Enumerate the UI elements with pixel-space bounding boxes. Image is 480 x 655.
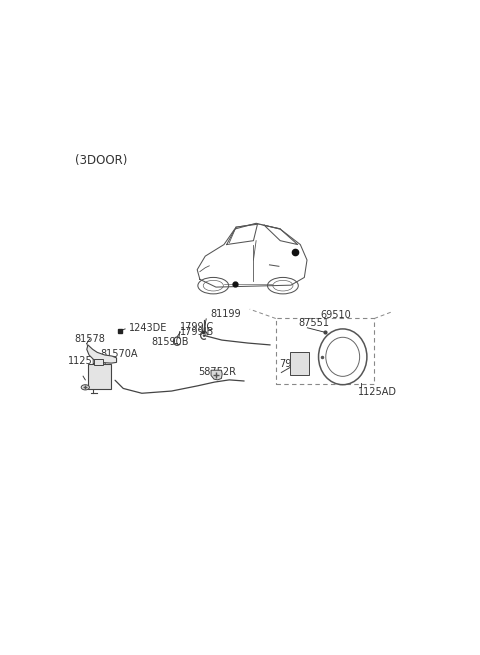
Text: 81199: 81199 xyxy=(211,309,241,319)
Polygon shape xyxy=(87,345,117,363)
Text: 1799JC: 1799JC xyxy=(180,322,214,332)
Polygon shape xyxy=(211,370,222,380)
Text: 69510: 69510 xyxy=(321,310,351,320)
Text: 58752R: 58752R xyxy=(198,367,236,377)
Text: 79552: 79552 xyxy=(279,359,311,369)
Text: 81578: 81578 xyxy=(74,334,105,344)
FancyBboxPatch shape xyxy=(94,360,103,365)
Text: 87551: 87551 xyxy=(298,318,329,328)
FancyBboxPatch shape xyxy=(88,364,111,389)
Text: 1125AD: 1125AD xyxy=(358,387,396,397)
Text: (3DOOR): (3DOOR) xyxy=(75,154,127,167)
FancyBboxPatch shape xyxy=(290,352,309,375)
Text: 81570A: 81570A xyxy=(100,349,138,359)
Text: 81590B: 81590B xyxy=(151,337,189,347)
Text: 1125DA: 1125DA xyxy=(68,356,107,366)
Bar xyxy=(276,318,374,384)
Ellipse shape xyxy=(81,384,89,390)
Text: 1799JB: 1799JB xyxy=(180,327,214,337)
Text: 1243DE: 1243DE xyxy=(129,323,167,333)
